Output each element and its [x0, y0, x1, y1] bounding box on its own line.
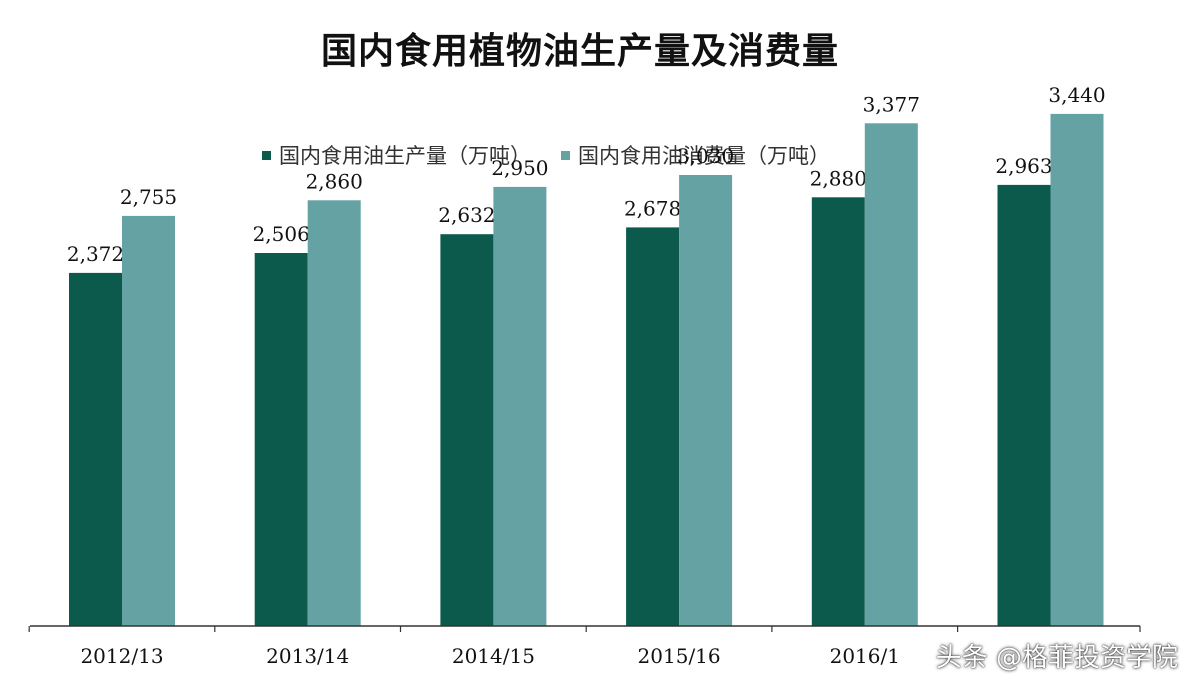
data-label-consumption: 2,950: [491, 156, 548, 180]
data-label-consumption: 2,755: [120, 185, 177, 209]
legend-swatch-production: [262, 150, 271, 160]
bar-production: [811, 197, 865, 627]
data-label-consumption: 2,860: [306, 169, 363, 193]
bar-production: [626, 227, 680, 626]
legend: 国内食用油生产量（万吨） 国内食用油消费量（万吨）: [262, 140, 860, 170]
legend-item-production: 国内食用油生产量（万吨）: [262, 140, 531, 170]
x-tick-label: 2016/1: [830, 644, 900, 668]
chart-title: 国内食用植物油生产量及消费量: [320, 31, 839, 72]
bar-consumption: [122, 215, 175, 626]
legend-label-production: 国内食用油生产量（万吨）: [279, 144, 531, 168]
watermark: 头条 @格菲投资学院: [935, 643, 1178, 673]
data-label-production: 2,632: [438, 203, 495, 227]
bar-consumption: [307, 200, 361, 627]
legend-swatch-consumption: [561, 150, 570, 160]
x-tick-label: 2014/15: [452, 644, 535, 668]
data-label-production: 2,506: [253, 222, 310, 246]
bar-consumption: [679, 175, 733, 626]
bar-production: [254, 253, 308, 626]
legend-label-consumption: 国内食用油消费量（万吨）: [578, 144, 830, 168]
data-label-production: 2,880: [810, 166, 867, 190]
bar-consumption: [493, 186, 547, 626]
bar-consumption: [1050, 113, 1104, 626]
bar-production: [69, 272, 122, 626]
data-label-consumption: 3,030: [677, 144, 734, 168]
bar-production: [440, 234, 494, 626]
data-label-production: 2,372: [67, 242, 124, 266]
data-label-consumption: 3,440: [1048, 83, 1105, 107]
x-tick-label: 2012/13: [80, 644, 163, 668]
bar-consumption: [864, 123, 918, 627]
data-label-consumption: 3,377: [863, 92, 920, 116]
x-tick-label: 2015/16: [638, 644, 721, 668]
data-label-production: 2,963: [995, 154, 1052, 178]
data-label-production: 2,678: [624, 196, 681, 220]
x-tick-label: 2013/14: [266, 644, 349, 668]
bar-production: [997, 184, 1051, 626]
legend-item-consumption: 国内食用油消费量（万吨）: [561, 140, 830, 170]
